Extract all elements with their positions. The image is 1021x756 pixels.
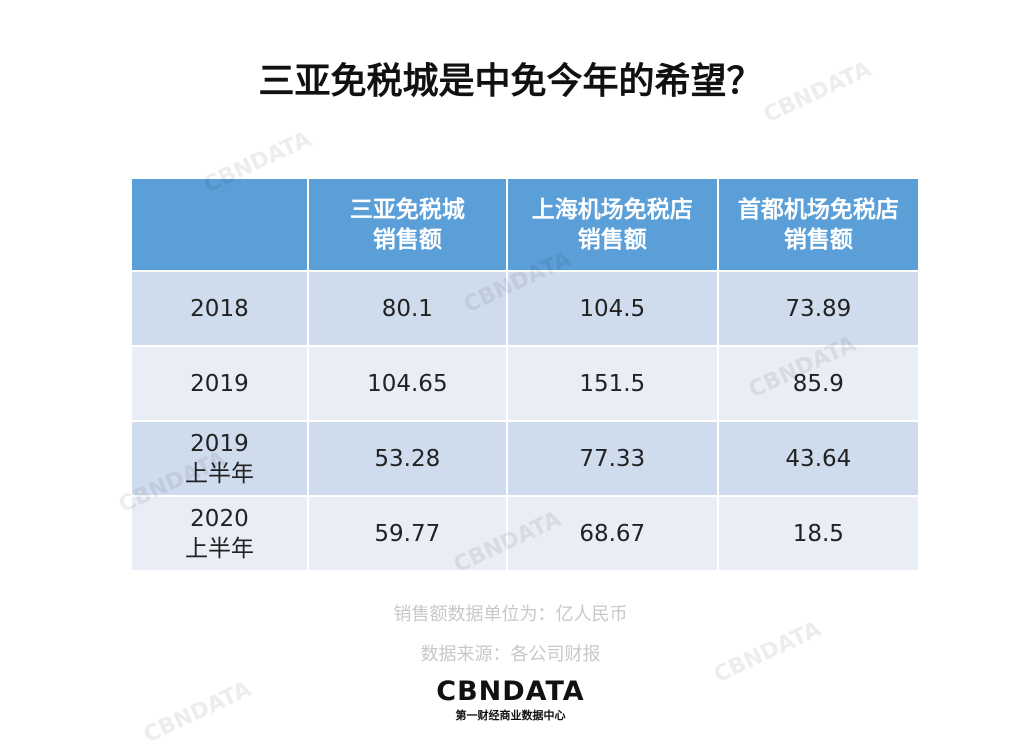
title: 三亚免税城是中免今年的希望？ [258, 61, 763, 102]
unit-note: 销售额数据单位为：亿人民币 [393, 604, 628, 625]
value-cell: 73.89 [716, 270, 921, 347]
header-cell: 首都机场免税店 销售额 [716, 177, 921, 272]
header-cell [130, 177, 309, 272]
value-cell: 59.77 [306, 495, 508, 572]
logo-name: CBNDATA [436, 676, 585, 707]
row-label: 2020 上半年 [130, 495, 309, 572]
value-cell: 104.65 [306, 345, 508, 422]
header-cell: 三亚免税城 销售额 [306, 177, 508, 272]
logo: CBNDATA 第一财经商业数据中心 [0, 676, 1021, 723]
row-label: 2019 [130, 345, 309, 422]
table-body: 2018 80.1 104.5 73.89 2019 104.65 151.5 85.9 201… [130, 270, 921, 572]
row-label: 2018 [130, 270, 309, 347]
table-row: 2018 80.1 104.5 73.89 [130, 270, 921, 347]
header-row: 三亚免税城 销售额 上海机场免税店 销售额 首都机场免税店 销售额 [130, 177, 921, 272]
value-cell: 68.67 [505, 495, 719, 572]
value-cell: 43.64 [716, 420, 921, 497]
table-row: 2019 104.65 151.5 85.9 [130, 345, 921, 422]
value-cell: 53.28 [306, 420, 508, 497]
row-label: 2019 上半年 [130, 420, 309, 497]
logo-tagline: 第一财经商业数据中心 [455, 709, 566, 722]
value-cell: 151.5 [505, 345, 719, 422]
value-cell: 85.9 [716, 345, 921, 422]
value-cell: 80.1 [306, 270, 508, 347]
table-row: 2020 上半年 59.77 68.67 18.5 [130, 495, 921, 572]
table-row: 2019 上半年 53.28 77.33 43.64 [130, 420, 921, 497]
header-cell: 上海机场免税店 销售额 [505, 177, 719, 272]
value-cell: 77.33 [505, 420, 719, 497]
data-table: 三亚免税城 销售额 上海机场免税店 销售额 首都机场免税店 销售额 2018 80.1… [130, 177, 921, 572]
source-note: 数据来源：各公司财报 [420, 644, 601, 665]
value-cell: 104.5 [505, 270, 719, 347]
value-cell: 18.5 [716, 495, 921, 572]
